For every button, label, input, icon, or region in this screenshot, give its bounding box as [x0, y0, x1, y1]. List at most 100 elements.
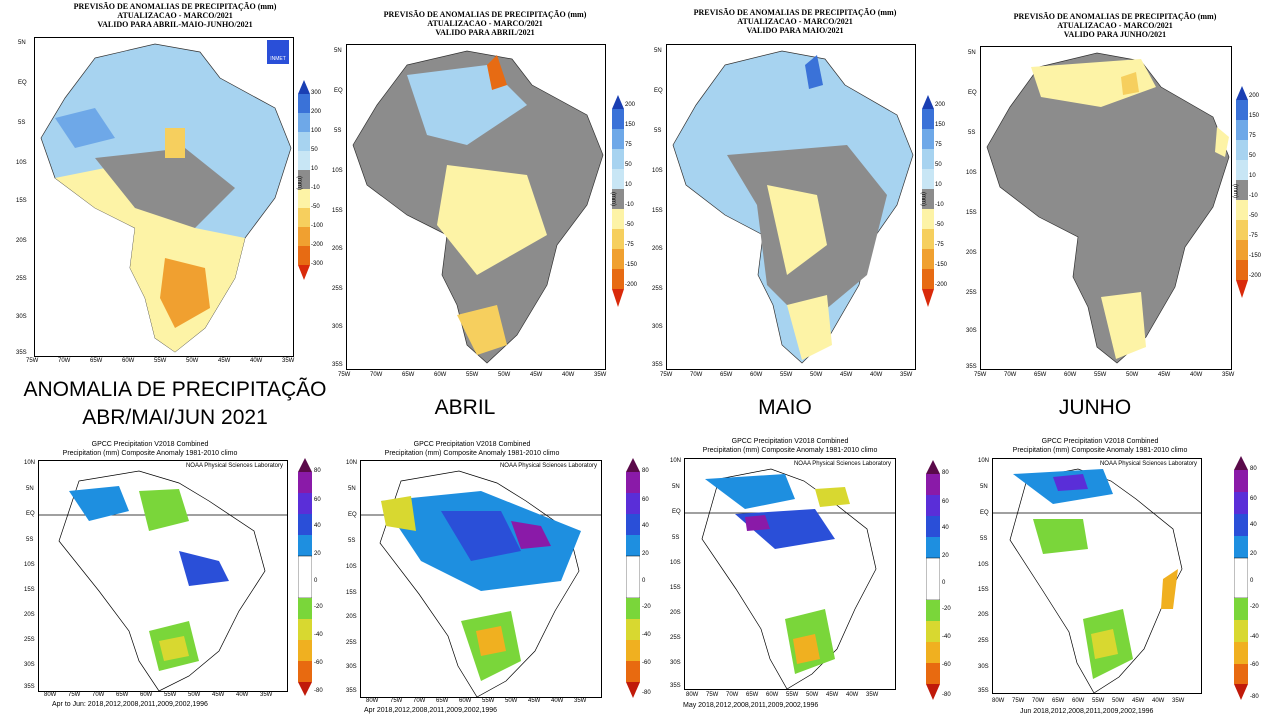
lon-tick: 40W: [562, 372, 575, 378]
lat-tick: 10S: [16, 160, 27, 166]
lat-tick: 5S: [980, 536, 988, 542]
lat-tick: 5N: [654, 48, 662, 54]
cb-label: 60: [942, 499, 949, 505]
colorbar-unit: (mm): [610, 192, 616, 206]
cb-label: -200: [625, 282, 638, 288]
cb-label: 150: [625, 122, 636, 128]
anomaly-map: NOAA Physical Sciences Laboratory: [684, 458, 896, 690]
lat-tick: 25S: [24, 637, 35, 643]
lon-tick: 70W: [92, 692, 105, 698]
cb-label: -150: [1249, 253, 1262, 259]
lat-tick: 35S: [670, 683, 681, 689]
lat-tick: 15S: [16, 198, 27, 204]
colorbar: [1234, 456, 1248, 700]
lon-tick: 65W: [90, 358, 103, 364]
lat-tick: 35S: [346, 688, 357, 694]
cb-label: -10: [311, 185, 320, 191]
lat-tick: 20S: [16, 238, 27, 244]
lon-tick: 75W: [26, 358, 39, 364]
lon-tick: 55W: [1094, 372, 1107, 378]
cb-label: 0: [642, 578, 646, 584]
lat-tick: 5S: [654, 128, 662, 134]
lon-tick: 35W: [282, 358, 295, 364]
lon-tick: 45W: [212, 692, 225, 698]
lat-tick: 10N: [670, 458, 682, 464]
map-graphic: [40, 43, 292, 353]
cb-label: 80: [942, 470, 949, 476]
map-graphic: [993, 468, 1201, 693]
lon-tick: 35W: [1172, 698, 1185, 704]
map-graphic: [361, 470, 601, 697]
cb-label: -60: [314, 660, 323, 666]
lat-tick: 35S: [332, 362, 343, 368]
lon-tick: 80W: [686, 692, 699, 698]
cb-label: 10: [625, 182, 632, 188]
lat-tick: 5N: [18, 40, 26, 46]
cb-label: 200: [625, 102, 636, 108]
cb-label: -40: [1250, 634, 1259, 640]
lon-tick: 65W: [436, 698, 449, 704]
colorbar-unit: (mm): [920, 192, 926, 206]
forecast-map: [666, 44, 916, 370]
lat-tick: 25S: [966, 290, 977, 296]
lab-credit: NOAA Physical Sciences Laboratory: [497, 463, 599, 469]
cb-label: -80: [642, 690, 651, 696]
lon-tick: 65W: [746, 692, 759, 698]
cb-label: 50: [935, 162, 942, 168]
lon-tick: 40W: [250, 358, 263, 364]
cb-label: 200: [935, 102, 946, 108]
lon-tick: 35W: [574, 698, 587, 704]
cb-label: 300: [311, 90, 322, 96]
lat-tick: 20S: [332, 246, 343, 252]
anomaly-map: NOAA Physical Sciences Laboratory: [992, 458, 1202, 694]
forecast-map: [980, 46, 1232, 370]
lat-tick: EQ: [18, 80, 27, 86]
cb-label: 75: [935, 142, 942, 148]
lon-tick: 40W: [846, 692, 859, 698]
lat-tick: 10S: [24, 562, 35, 568]
lon-tick: 55W: [466, 372, 479, 378]
lon-tick: 35W: [1222, 372, 1235, 378]
cb-label: -40: [642, 632, 651, 638]
forecast-map: INMET: [34, 37, 294, 357]
lon-tick: 80W: [366, 698, 379, 704]
lon-tick: 65W: [1034, 372, 1047, 378]
lon-tick: 35W: [260, 692, 273, 698]
map-graphic: [672, 50, 914, 364]
cb-label: -300: [311, 261, 324, 267]
lat-tick: 25S: [670, 635, 681, 641]
cb-label: -20: [942, 606, 951, 612]
cb-label: -20: [1250, 604, 1259, 610]
cb-label: 50: [1249, 153, 1256, 159]
panel-caption: MAIO: [758, 396, 812, 419]
cb-label: -40: [314, 632, 323, 638]
lon-tick: 70W: [690, 372, 703, 378]
lat-tick: 25S: [652, 286, 663, 292]
map-graphic: [986, 52, 1230, 364]
cb-label: -200: [1249, 273, 1262, 279]
colorbar-unit: (mm): [296, 176, 302, 190]
lat-tick: 15S: [670, 585, 681, 591]
cb-label: 80: [1250, 466, 1257, 472]
cb-label: 20: [942, 553, 949, 559]
lon-tick: 45W: [826, 692, 839, 698]
colorbar: [1236, 86, 1248, 298]
lon-tick: 70W: [726, 692, 739, 698]
cb-label: 75: [1249, 133, 1256, 139]
panel-title: PREVISÃO DE ANOMALIAS DE PRECIPITAÇÃO (m…: [383, 10, 587, 37]
lat-tick: 10N: [346, 460, 358, 466]
panel-title: GPCC Precipitation V2018 Combined Precip…: [1012, 438, 1188, 454]
panel-caption: ABRIL: [434, 396, 496, 419]
lon-tick: 55W: [164, 692, 177, 698]
period-footer: Apr to Jun: 2018,2012,2008,2011,2009,200…: [52, 701, 208, 708]
cb-label: 150: [935, 122, 946, 128]
cb-label: 0: [1250, 578, 1254, 584]
panel-title: PREVISÃO DE ANOMALIAS DE PRECIPITAÇÃO (m…: [1013, 12, 1217, 39]
colorbar: [926, 460, 940, 700]
lat-tick: 20S: [652, 246, 663, 252]
lon-tick: 55W: [482, 698, 495, 704]
cb-label: 200: [1249, 93, 1260, 99]
lon-tick: 65W: [720, 372, 733, 378]
cb-label: -150: [935, 262, 948, 268]
lon-tick: 75W: [1012, 698, 1025, 704]
